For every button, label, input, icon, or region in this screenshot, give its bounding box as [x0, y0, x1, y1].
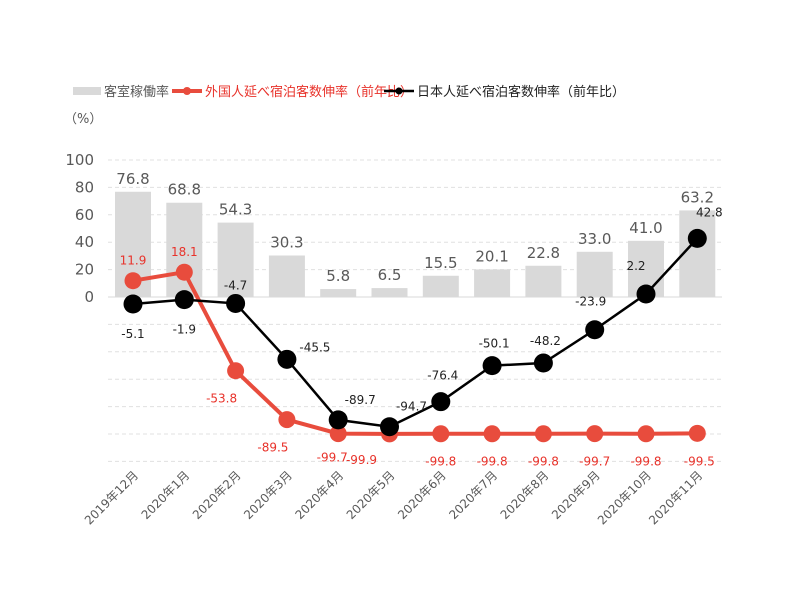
y-tick-label: 80: [75, 178, 94, 196]
x-tick-label: 2020年8月: [498, 468, 552, 522]
x-tick-label: 2020年11月: [646, 468, 705, 527]
legend-marker-japanese: [395, 87, 403, 95]
bar-data-label: 15.5: [424, 254, 457, 272]
data-label-japanese: -4.7: [224, 278, 247, 292]
data-label-foreign: -99.7: [317, 451, 348, 465]
bar-data-label: 41.0: [629, 219, 662, 237]
data-label-foreign: -99.8: [477, 455, 508, 469]
point-foreign: [586, 425, 604, 443]
y-tick-label: 40: [75, 233, 94, 251]
point-foreign: [483, 425, 501, 443]
x-tick-label: 2020年7月: [446, 468, 500, 522]
x-tick-label: 2020年10月: [595, 468, 654, 527]
point-foreign: [175, 263, 193, 281]
data-label-japanese: -76.4: [427, 369, 458, 383]
data-label-foreign: 18.1: [171, 245, 198, 259]
bar-data-label: 68.8: [168, 181, 201, 199]
data-label-japanese: -89.7: [345, 393, 376, 407]
legend-marker-foreign: [183, 87, 191, 95]
bar-data-label: 6.5: [378, 266, 402, 284]
legend-swatch-occupancy: [73, 87, 101, 95]
point-japanese: [636, 284, 656, 304]
bar-data-label: 33.0: [578, 230, 611, 248]
bar: [217, 222, 254, 297]
bar: [166, 202, 203, 297]
y-tick-label: 100: [65, 151, 94, 169]
point-japanese: [431, 392, 451, 412]
data-label-foreign: -99.8: [528, 455, 559, 469]
data-label-foreign: -99.9: [346, 453, 377, 467]
x-tick-label: 2019年12月: [82, 468, 141, 527]
point-foreign: [534, 425, 552, 443]
point-foreign: [124, 272, 142, 290]
point-foreign: [637, 425, 655, 443]
point-japanese: [174, 290, 194, 310]
point-japanese: [585, 320, 605, 340]
data-label-foreign: -99.8: [425, 455, 456, 469]
y-tick-label: 60: [75, 206, 94, 224]
point-japanese: [123, 294, 143, 314]
x-tick-label: 2020年3月: [241, 468, 295, 522]
bar-data-label: 63.2: [681, 188, 714, 206]
data-label-foreign: -99.5: [684, 454, 715, 468]
data-label-foreign: -99.7: [579, 455, 610, 469]
x-tick-label: 2020年9月: [549, 468, 603, 522]
bar: [525, 265, 562, 297]
bar: [268, 255, 305, 297]
data-label-foreign: -89.5: [257, 441, 288, 455]
y-tick-label: 0: [84, 288, 94, 306]
legend-label-foreign: 外国人延べ宿泊客数伸率（前年比）: [205, 84, 413, 100]
point-japanese: [380, 417, 399, 437]
point-japanese: [328, 410, 348, 430]
bar-data-label: 22.8: [527, 244, 560, 262]
data-label-japanese: -5.1: [121, 327, 144, 341]
bar-data-label: 76.8: [116, 170, 149, 188]
point-japanese: [226, 293, 246, 313]
bar-data-label: 54.3: [219, 201, 252, 219]
bar: [320, 289, 357, 297]
data-label-japanese: -45.5: [299, 340, 330, 354]
data-label-foreign: -99.8: [630, 455, 661, 469]
bar: [422, 275, 459, 297]
point-japanese: [533, 353, 553, 373]
data-label-foreign: -53.8: [206, 392, 237, 406]
y-tick-label: 20: [75, 261, 94, 279]
data-label-foreign: 11.9: [120, 254, 147, 268]
bar: [474, 269, 511, 297]
legend: 客室稼働率 外国人延べ宿泊客数伸率（前年比） 日本人延べ宿泊客数伸率（前年比） …: [64, 84, 625, 127]
data-label-japanese: -1.9: [173, 323, 196, 337]
data-label-japanese: -23.9: [575, 295, 606, 309]
x-tick-label: 2020年6月: [395, 468, 449, 522]
x-tick-label: 2020年2月: [190, 468, 244, 522]
point-foreign: [278, 411, 296, 429]
point-foreign: [688, 424, 706, 442]
point-japanese: [687, 228, 707, 248]
point-japanese: [277, 349, 297, 369]
legend-label-japanese: 日本人延べ宿泊客数伸率（前年比）: [417, 84, 625, 100]
bar-data-label: 5.8: [326, 267, 350, 285]
data-label-japanese: 42.8: [696, 205, 723, 219]
line-foreign: [132, 269, 698, 436]
x-tick-label: 2020年5月: [344, 468, 398, 522]
point-foreign: [432, 425, 450, 443]
legend-label-occupancy: 客室稼働率: [104, 84, 169, 100]
point-foreign: [329, 425, 347, 443]
bar: [679, 210, 716, 297]
data-label-japanese: -48.2: [530, 334, 561, 348]
bar-data-label: 20.1: [475, 247, 508, 265]
unit-label: （%）: [64, 112, 102, 127]
x-tick-label: 2020年1月: [139, 468, 193, 522]
point-foreign: [227, 362, 245, 380]
bar-data-label: 30.3: [270, 233, 303, 251]
bar: [371, 288, 408, 297]
point-japanese: [482, 356, 502, 376]
data-label-japanese: -50.1: [479, 337, 510, 351]
bar: [576, 251, 613, 297]
data-label-japanese: 2.2: [626, 259, 645, 273]
data-label-japanese: -94.7: [396, 400, 427, 414]
x-tick-label: 2020年4月: [292, 468, 346, 522]
